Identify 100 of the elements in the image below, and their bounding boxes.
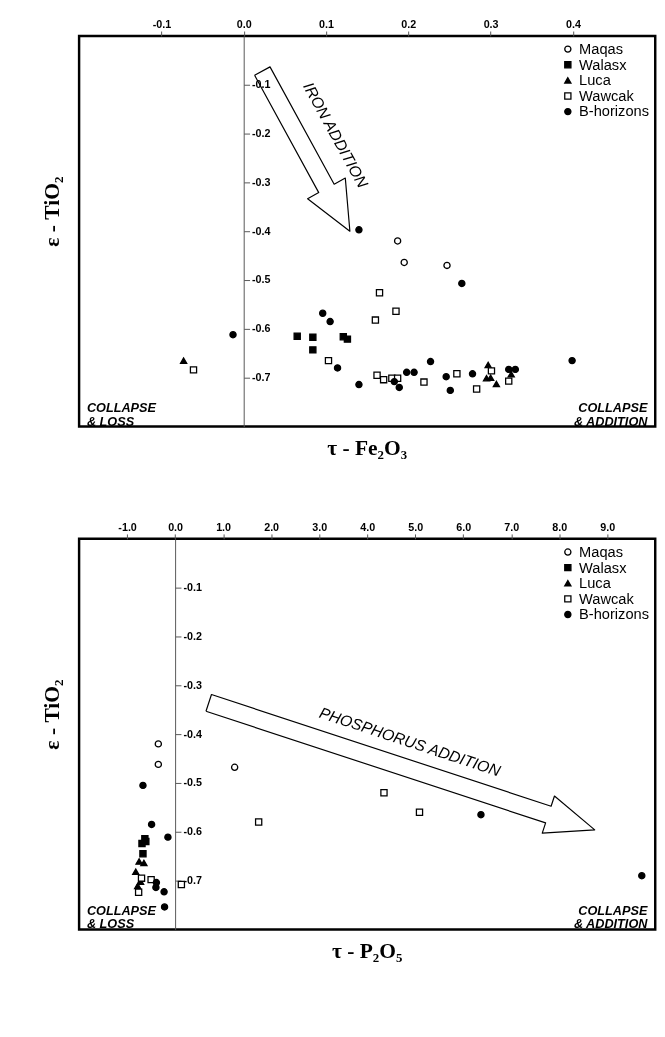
point <box>355 380 363 389</box>
y-tick-label: -0.4 <box>183 727 202 740</box>
legend-label: Wawcak <box>579 590 635 607</box>
legend-label: Wawcak <box>579 87 635 104</box>
point <box>446 386 455 395</box>
x-tick-label: 4.0 <box>360 520 376 533</box>
x-tick-label: 2.0 <box>264 520 280 533</box>
point <box>371 316 380 324</box>
point <box>375 289 384 297</box>
point <box>458 279 466 288</box>
point <box>164 833 172 841</box>
point <box>355 226 363 234</box>
point <box>568 356 576 365</box>
legend-label: B-horizons <box>579 606 649 623</box>
point <box>139 781 147 790</box>
point <box>380 788 388 797</box>
point <box>410 368 418 377</box>
y-axis-title: ε - TiO₂ <box>39 176 64 247</box>
point <box>472 385 481 393</box>
point <box>507 370 515 378</box>
point <box>379 375 388 384</box>
y-tick-label: -0.3 <box>252 175 271 188</box>
x-tick-label: -0.1 <box>152 17 172 30</box>
legend-label: B-horizons <box>579 103 649 120</box>
point <box>132 868 140 876</box>
annotation: COLLAPSE & ADDITION <box>573 903 649 932</box>
annotation: COLLAPSE & LOSS <box>86 400 157 429</box>
x-axis-title: τ - P₂O₅ <box>331 938 403 963</box>
legend-label: Walasx <box>579 559 628 576</box>
point <box>229 331 237 339</box>
y-tick-label: -0.1 <box>183 581 202 594</box>
point <box>318 309 327 317</box>
annotation: COLLAPSE & LOSS <box>86 903 157 932</box>
point <box>326 317 334 326</box>
point <box>179 357 188 364</box>
legend-label: Maqas <box>579 40 623 57</box>
x-tick-label: 1.0 <box>216 520 232 533</box>
point <box>420 378 428 386</box>
y-tick-label: -0.6 <box>183 825 202 838</box>
legend-label: Walasx <box>579 56 628 73</box>
point <box>395 383 403 392</box>
y-tick-label: -0.4 <box>252 224 271 237</box>
x-axis-title: τ - Fe₂O₃ <box>327 435 408 460</box>
point <box>487 367 496 375</box>
y-axis-title: ε - TiO₂ <box>39 679 64 750</box>
x-tick-label: 0.2 <box>401 17 417 30</box>
point <box>152 883 160 892</box>
point <box>390 377 399 386</box>
point <box>415 808 424 816</box>
point <box>147 875 155 884</box>
point <box>254 818 263 826</box>
y-tick-label: -0.2 <box>252 126 271 139</box>
legend-label: Luca <box>579 72 612 89</box>
point <box>333 364 342 372</box>
point <box>343 335 352 343</box>
y-tick-label: -0.2 <box>183 629 202 642</box>
point <box>324 356 333 365</box>
point <box>442 373 450 381</box>
point <box>189 366 198 374</box>
x-tick-label: -1.0 <box>118 520 137 533</box>
y-tick-label: -0.7 <box>252 371 271 384</box>
point <box>402 368 411 377</box>
point <box>426 357 435 366</box>
point <box>443 261 451 270</box>
point <box>468 370 477 378</box>
point <box>486 374 495 382</box>
point <box>309 346 317 354</box>
point <box>477 810 485 819</box>
point <box>160 888 168 896</box>
x-tick-label: 6.0 <box>456 520 472 533</box>
point <box>133 882 142 890</box>
x-tick-label: 0.4 <box>565 17 581 30</box>
point <box>140 859 148 867</box>
point <box>139 850 147 858</box>
x-tick-label: 3.0 <box>312 520 328 533</box>
point <box>293 332 301 340</box>
point <box>160 903 169 911</box>
x-tick-label: 0.0 <box>168 520 184 533</box>
point <box>392 307 400 316</box>
point <box>138 839 146 848</box>
x-tick-label: 0.3 <box>483 17 499 30</box>
y-tick-label: -0.5 <box>252 273 271 286</box>
point <box>400 258 408 267</box>
x-tick-label: 0.1 <box>319 17 334 30</box>
legend-label: Maqas <box>579 543 623 560</box>
y-tick-label: -0.6 <box>252 322 271 335</box>
x-tick-label: 7.0 <box>504 520 520 533</box>
point <box>309 333 317 341</box>
point <box>393 237 402 245</box>
point <box>147 820 156 829</box>
point <box>505 377 513 385</box>
x-tick-label: 9.0 <box>600 520 616 533</box>
y-tick-label: -0.5 <box>183 776 202 789</box>
point <box>373 371 381 379</box>
point <box>177 880 186 889</box>
point <box>638 872 646 880</box>
point <box>135 858 143 865</box>
point <box>505 365 513 374</box>
x-tick-label: 8.0 <box>552 520 568 533</box>
point <box>230 763 239 772</box>
